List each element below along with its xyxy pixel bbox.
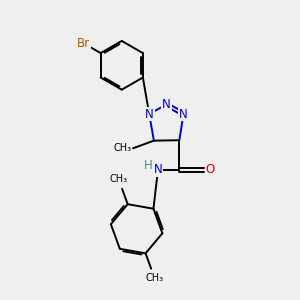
Text: H: H [144, 159, 153, 172]
Text: N: N [179, 107, 188, 121]
Text: CH₃: CH₃ [110, 174, 128, 184]
Text: O: O [206, 164, 215, 176]
Text: CH₃: CH₃ [113, 143, 131, 153]
Text: N: N [145, 107, 154, 121]
Text: CH₃: CH₃ [146, 274, 164, 284]
Text: N: N [162, 98, 171, 111]
Text: Br: Br [77, 37, 90, 50]
Text: N: N [154, 164, 162, 176]
